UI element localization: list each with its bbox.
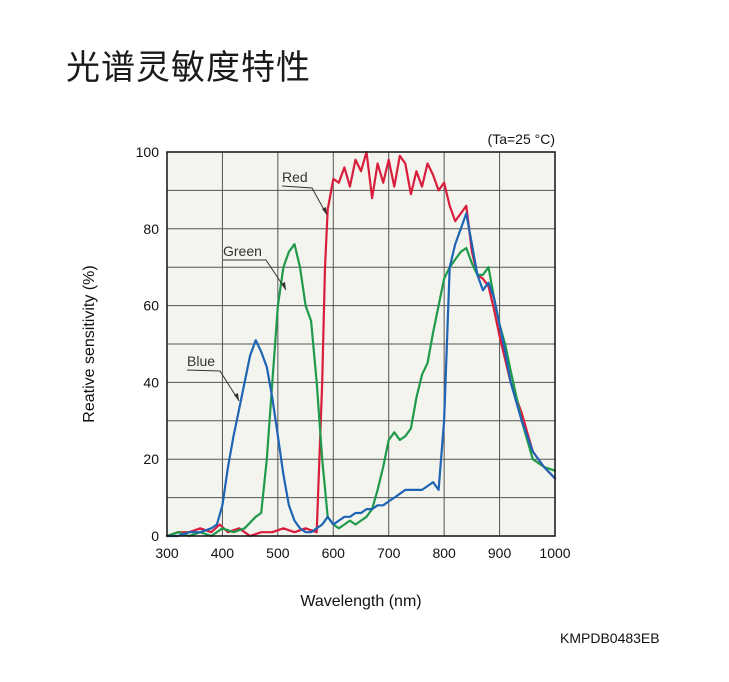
series-line-red	[165, 150, 557, 538]
grid-lines	[167, 152, 555, 536]
x-tick-label: 400	[211, 545, 235, 561]
leader-line-red	[281, 185, 328, 216]
x-tick-label: 500	[266, 545, 290, 561]
x-tick-label: 700	[377, 545, 401, 561]
measurement-condition: (Ta=25 °C)	[488, 131, 555, 147]
x-tick-label: 900	[488, 545, 512, 561]
leader-arrow-red	[322, 207, 327, 215]
x-tick-label: 300	[155, 545, 179, 561]
document-code: KMPDB0483EB	[560, 630, 660, 646]
y-tick-label: 20	[143, 451, 159, 467]
axis-ticks: 300 400 500 600 700 800 900 1000 0 20 40 60 80 100	[136, 144, 571, 561]
series-layer	[165, 150, 557, 538]
series-label-blue: Blue	[187, 353, 215, 369]
y-tick-label: 40	[143, 374, 159, 390]
series-annotations: Red Green Blue	[186, 169, 328, 402]
x-axis-title: Wavelength (nm)	[300, 593, 421, 610]
y-tick-label: 0	[151, 528, 159, 544]
leader-arrow-blue	[234, 393, 239, 401]
leader-arrow-green	[281, 282, 286, 290]
leader-line-blue	[186, 369, 240, 402]
series-line-blue	[165, 212, 557, 538]
y-tick-label: 100	[136, 144, 160, 160]
y-tick-label: 80	[143, 221, 159, 237]
x-tick-label: 600	[322, 545, 346, 561]
leader-line-green	[223, 259, 287, 291]
x-tick-label: 800	[432, 545, 456, 561]
series-label-red: Red	[282, 169, 308, 185]
x-tick-label: 1000	[539, 545, 570, 561]
series-label-green: Green	[223, 243, 262, 259]
plot-frame	[166, 151, 556, 537]
y-axis-title: Reative sensitivity (%)	[81, 265, 98, 422]
y-tick-label: 60	[143, 298, 159, 314]
page-title: 光谱灵敏度特性	[66, 48, 311, 88]
